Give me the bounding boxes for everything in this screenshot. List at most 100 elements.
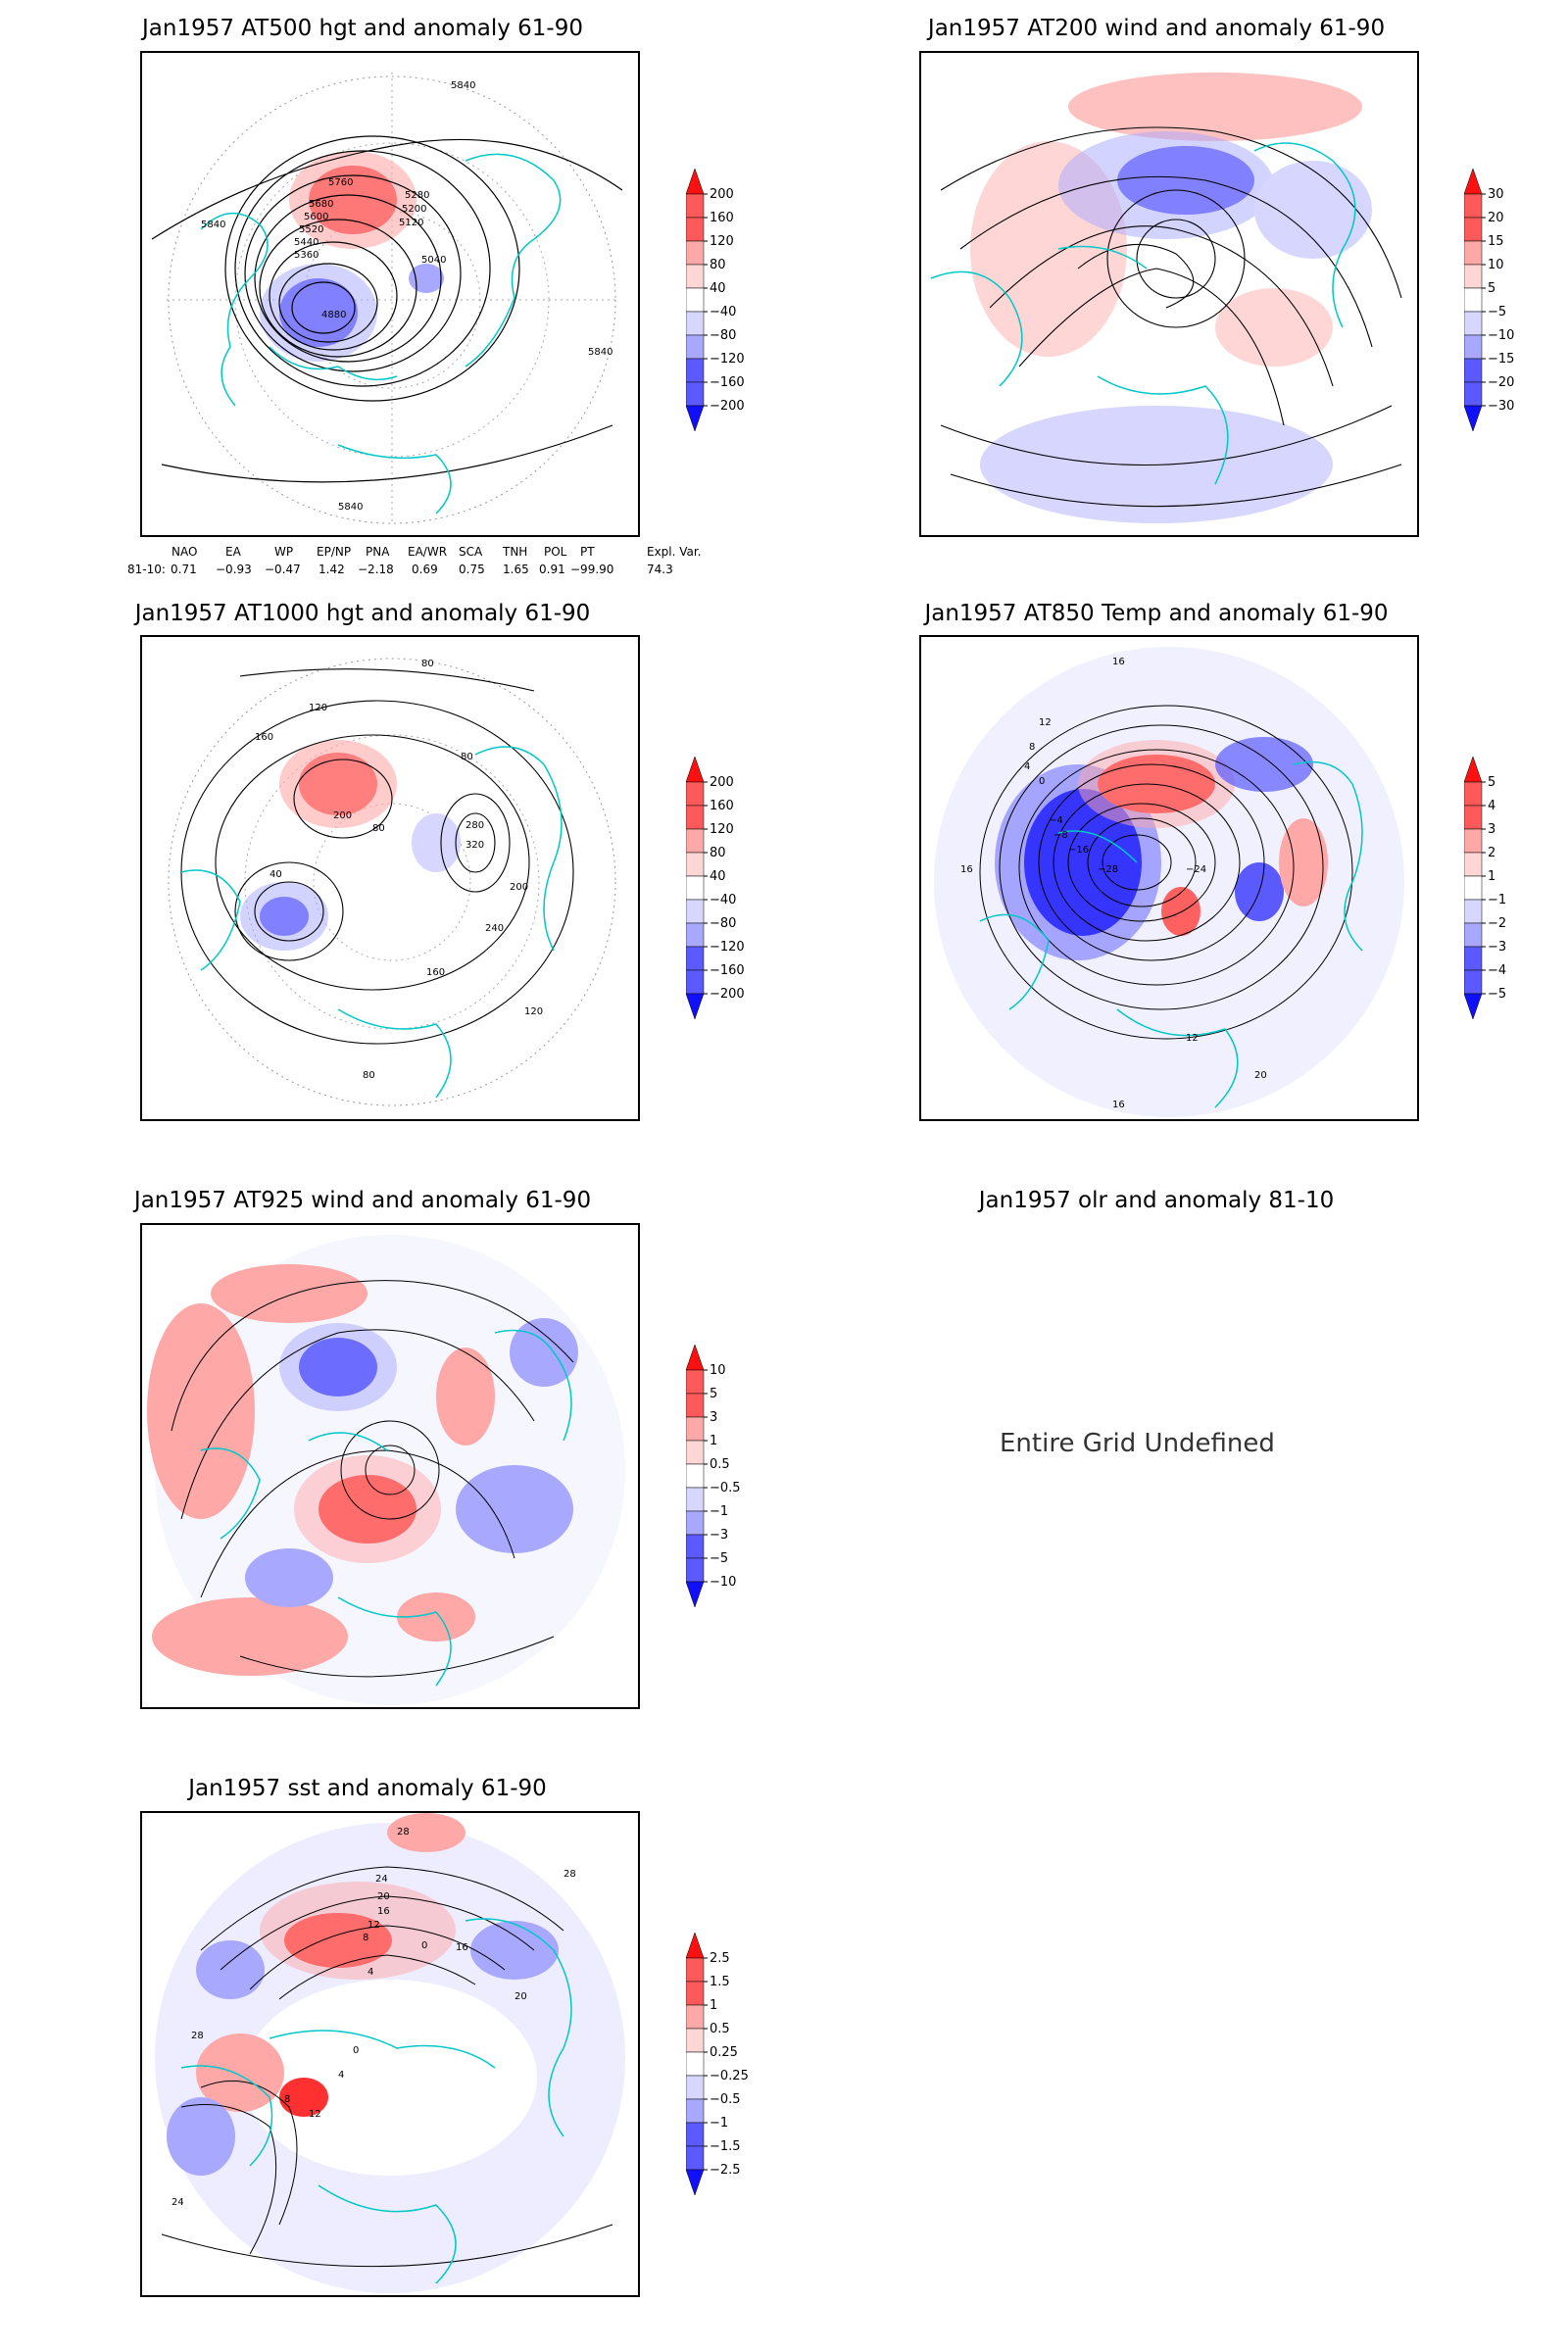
index-value: −2.18	[358, 563, 394, 576]
contour-label: 80	[372, 823, 385, 834]
contour-label: 0	[353, 2045, 359, 2056]
contour-label: 5840	[201, 220, 225, 230]
contour-label: 5680	[309, 199, 333, 210]
index-header: EA	[225, 545, 241, 559]
colorbar-label: −0.25	[710, 2069, 749, 2083]
colorbar-swatch	[1463, 311, 1483, 336]
colorbar-swatch	[685, 828, 705, 854]
colorbar-swatch	[1463, 381, 1483, 407]
map-at1000: 80 120 160 200 40 80 280 320 240 200 160…	[140, 635, 640, 1121]
contour-label: 5440	[294, 237, 318, 248]
panel-title-at1000: Jan1957 AT1000 hgt and anomaly 61-90	[134, 601, 591, 626]
contour-label: 160	[426, 967, 445, 978]
colorbar-label: 80	[710, 846, 726, 860]
contour-label: 16	[1112, 1100, 1125, 1110]
index-value: 1.65	[503, 563, 529, 576]
colorbar-label: 0.5	[710, 1457, 730, 1472]
index-header: TNH	[503, 545, 528, 559]
colorbar-label: 15	[1488, 234, 1504, 249]
contour-label: 28	[564, 1869, 576, 1880]
colorbar-at1000: 200 160 120 80 40 −40 −80 −120 −160 −200	[685, 756, 764, 1023]
colorbar-label: 80	[710, 258, 726, 272]
colorbar-svg: 30 20 15 10 5 −5 −10 −15 −20 −30	[1463, 168, 1514, 432]
colorbar-swatch	[685, 1393, 705, 1418]
contour-label: −16	[1068, 845, 1089, 856]
colorbar-swatch	[1463, 240, 1483, 266]
contour-label: 16	[456, 1942, 468, 1953]
index-value: −0.47	[265, 563, 301, 576]
indices-value-row: 81-10: 0.71 −0.93 −0.47 1.42 −2.18 0.69 …	[127, 563, 715, 578]
contour-label: 4	[368, 1967, 373, 1978]
colorbar-label: 0.25	[710, 2045, 738, 2060]
colorbar-label: 30	[1488, 187, 1504, 202]
indices-header-row: NAO EA WP EP/NP PNA EA/WR SCA TNH POL PT…	[127, 545, 715, 561]
colorbar-swatch	[685, 852, 705, 877]
contour-label: −24	[1186, 864, 1206, 875]
colorbar-label: −2.5	[710, 2163, 741, 2178]
contour-label: 5040	[421, 255, 446, 266]
colorbar-at925: 10 5 3 1 0.5 −0.5 −1 −3 −5 −10	[685, 1344, 764, 1611]
colorbar-label: −15	[1488, 352, 1514, 367]
colorbar-label: −10	[1488, 328, 1514, 343]
colorbar-label: −5	[1488, 987, 1506, 1002]
contour-label: 5360	[294, 250, 318, 261]
colorbar-label: −1	[710, 1504, 728, 1519]
contour-label: 200	[510, 882, 528, 893]
colorbar-label: 1	[710, 1998, 717, 2013]
map-sst: 28 24 20 16 12 8 4 0 28 28 24 20 16 12 8…	[140, 1811, 640, 2297]
map-at500: 5840 5760 5680 5600 5520 5440 5360 5280 …	[140, 51, 640, 537]
colorbar-label: −2	[1488, 916, 1506, 931]
colorbar-swatch	[685, 2145, 705, 2171]
contour-label: 0	[1039, 776, 1045, 787]
contour-label: 160	[255, 732, 273, 743]
colorbar-swatch	[685, 264, 705, 289]
colorbar-swatch	[685, 168, 705, 195]
colorbar-swatch	[685, 217, 705, 242]
panel-title-at925: Jan1957 AT925 wind and anomaly 61-90	[133, 1188, 592, 1213]
contour-label: −28	[1098, 864, 1118, 875]
colorbar-swatch	[685, 1981, 705, 2006]
contour-label: 240	[485, 923, 504, 934]
colorbar-label: 40	[710, 281, 726, 296]
contour-label: 12	[1186, 1033, 1199, 1044]
contour-label: 320	[466, 840, 484, 851]
colorbar-svg: 200 160 120 80 40 −40 −80 −120 −160 −200	[685, 168, 745, 432]
colorbar-swatch	[685, 1932, 705, 1959]
colorbar-label: 2	[1488, 846, 1495, 860]
colorbar-swatch	[685, 2098, 705, 2124]
colorbar-at850: 5 4 3 2 1 −1 −2 −3 −4 −5	[1463, 756, 1543, 1023]
contour-label: 5200	[402, 204, 426, 215]
undefined-grid-message: Entire Grid Undefined	[1000, 1429, 1275, 1458]
colorbar-swatch	[685, 2004, 705, 2030]
panel-title-at200: Jan1957 AT200 wind and anomaly 61-90	[927, 16, 1386, 41]
index-header: PNA	[366, 545, 390, 559]
colorbar-swatch	[685, 1344, 705, 1371]
colorbar-swatch	[1463, 805, 1483, 830]
colorbar-label: 1	[1488, 869, 1495, 884]
map-at850: 16 12 8 4 0 −4 −8 −16 −24 −28 16 20 16 1…	[919, 635, 1419, 1121]
colorbar-label: 120	[710, 822, 734, 837]
index-value: 1.42	[318, 563, 345, 576]
contour-label: 8	[1029, 742, 1035, 753]
colorbar-swatch	[685, 1369, 705, 1395]
contour-label: 16	[377, 1906, 390, 1917]
map-at500-svg: 5840 5760 5680 5600 5520 5440 5360 5280 …	[151, 73, 623, 524]
colorbar-label: −200	[710, 399, 745, 414]
contour-label: 8	[284, 2094, 290, 2105]
index-value: −99.90	[570, 563, 614, 576]
index-value: −0.93	[216, 563, 252, 576]
colorbar-svg: 200 160 120 80 40 −40 −80 −120 −160 −200	[685, 756, 745, 1020]
colorbar-label: 0.5	[710, 2022, 730, 2036]
colorbar-label: −40	[710, 305, 736, 319]
colorbar-label: 1.5	[710, 1975, 730, 1989]
colorbar-swatch	[685, 1510, 705, 1536]
colorbar-swatch	[1463, 193, 1483, 219]
colorbar-label: −1.5	[710, 2139, 741, 2154]
contour-label: 20	[377, 1891, 390, 1902]
contour-label: 24	[375, 1874, 388, 1885]
contour-label: 5840	[338, 502, 363, 513]
index-value: 0.75	[459, 563, 485, 576]
colorbar-label: 200	[710, 187, 734, 202]
colorbar-label: 3	[710, 1410, 717, 1425]
colorbar-swatch	[685, 1581, 705, 1608]
